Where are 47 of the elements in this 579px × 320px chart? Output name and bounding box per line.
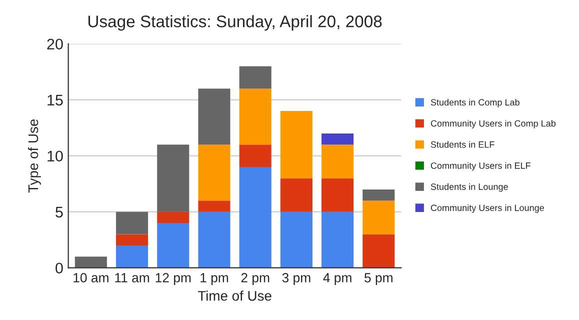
y-tick-label: 15 xyxy=(48,94,63,106)
legend-label: Community Users in Comp Lab xyxy=(430,120,556,128)
bar xyxy=(362,189,395,201)
bar xyxy=(362,234,395,268)
bar xyxy=(239,144,272,168)
bar xyxy=(322,133,354,145)
bar xyxy=(116,212,148,234)
bar xyxy=(157,223,190,268)
x-axis-title: Time of Use xyxy=(198,290,272,301)
bar xyxy=(322,178,354,212)
bar xyxy=(362,200,395,234)
bar xyxy=(239,66,272,89)
legend-label: Students in ELF xyxy=(430,141,494,148)
bar xyxy=(198,88,230,145)
x-tick-label: 5 pm xyxy=(364,273,392,285)
x-tick-label: 12 pm xyxy=(156,273,191,285)
x-tick-label: 10 am xyxy=(74,273,108,282)
x-tick-label: 4 pm xyxy=(323,273,352,285)
y-axis-title: Type of Use xyxy=(28,119,41,193)
x-tick-label: 11 am xyxy=(115,273,150,282)
legend-label: Students in Comp Lab xyxy=(430,98,520,108)
y-tick-label: 0 xyxy=(56,262,63,274)
legend-label: Community Users in ELF xyxy=(430,162,530,171)
x-tick-label: 3 pm xyxy=(282,273,310,285)
bar xyxy=(116,234,148,246)
bar xyxy=(116,245,148,268)
legend-label: Students in Lounge xyxy=(430,183,508,192)
bar xyxy=(280,212,312,268)
x-tick-label: 1 pm xyxy=(200,273,228,285)
y-tick-label: 20 xyxy=(47,38,63,50)
x-tick-label: 2 pm xyxy=(241,273,270,285)
y-tick-label: 5 xyxy=(56,206,63,218)
legend-label: Community Users in Lounge xyxy=(430,204,544,213)
bar xyxy=(198,144,230,201)
bar xyxy=(239,167,272,268)
bar xyxy=(74,256,107,268)
bar xyxy=(157,212,190,224)
bar xyxy=(280,111,312,178)
y-tick-label: 10 xyxy=(48,150,63,162)
chart-title: Usage Statistics: Sunday, April 20, 2008 xyxy=(88,15,382,31)
bar xyxy=(157,144,190,212)
bar xyxy=(280,178,312,212)
bar xyxy=(322,144,354,178)
bar xyxy=(198,200,230,212)
bar xyxy=(239,88,272,145)
bar xyxy=(198,212,230,268)
bar xyxy=(322,212,354,268)
